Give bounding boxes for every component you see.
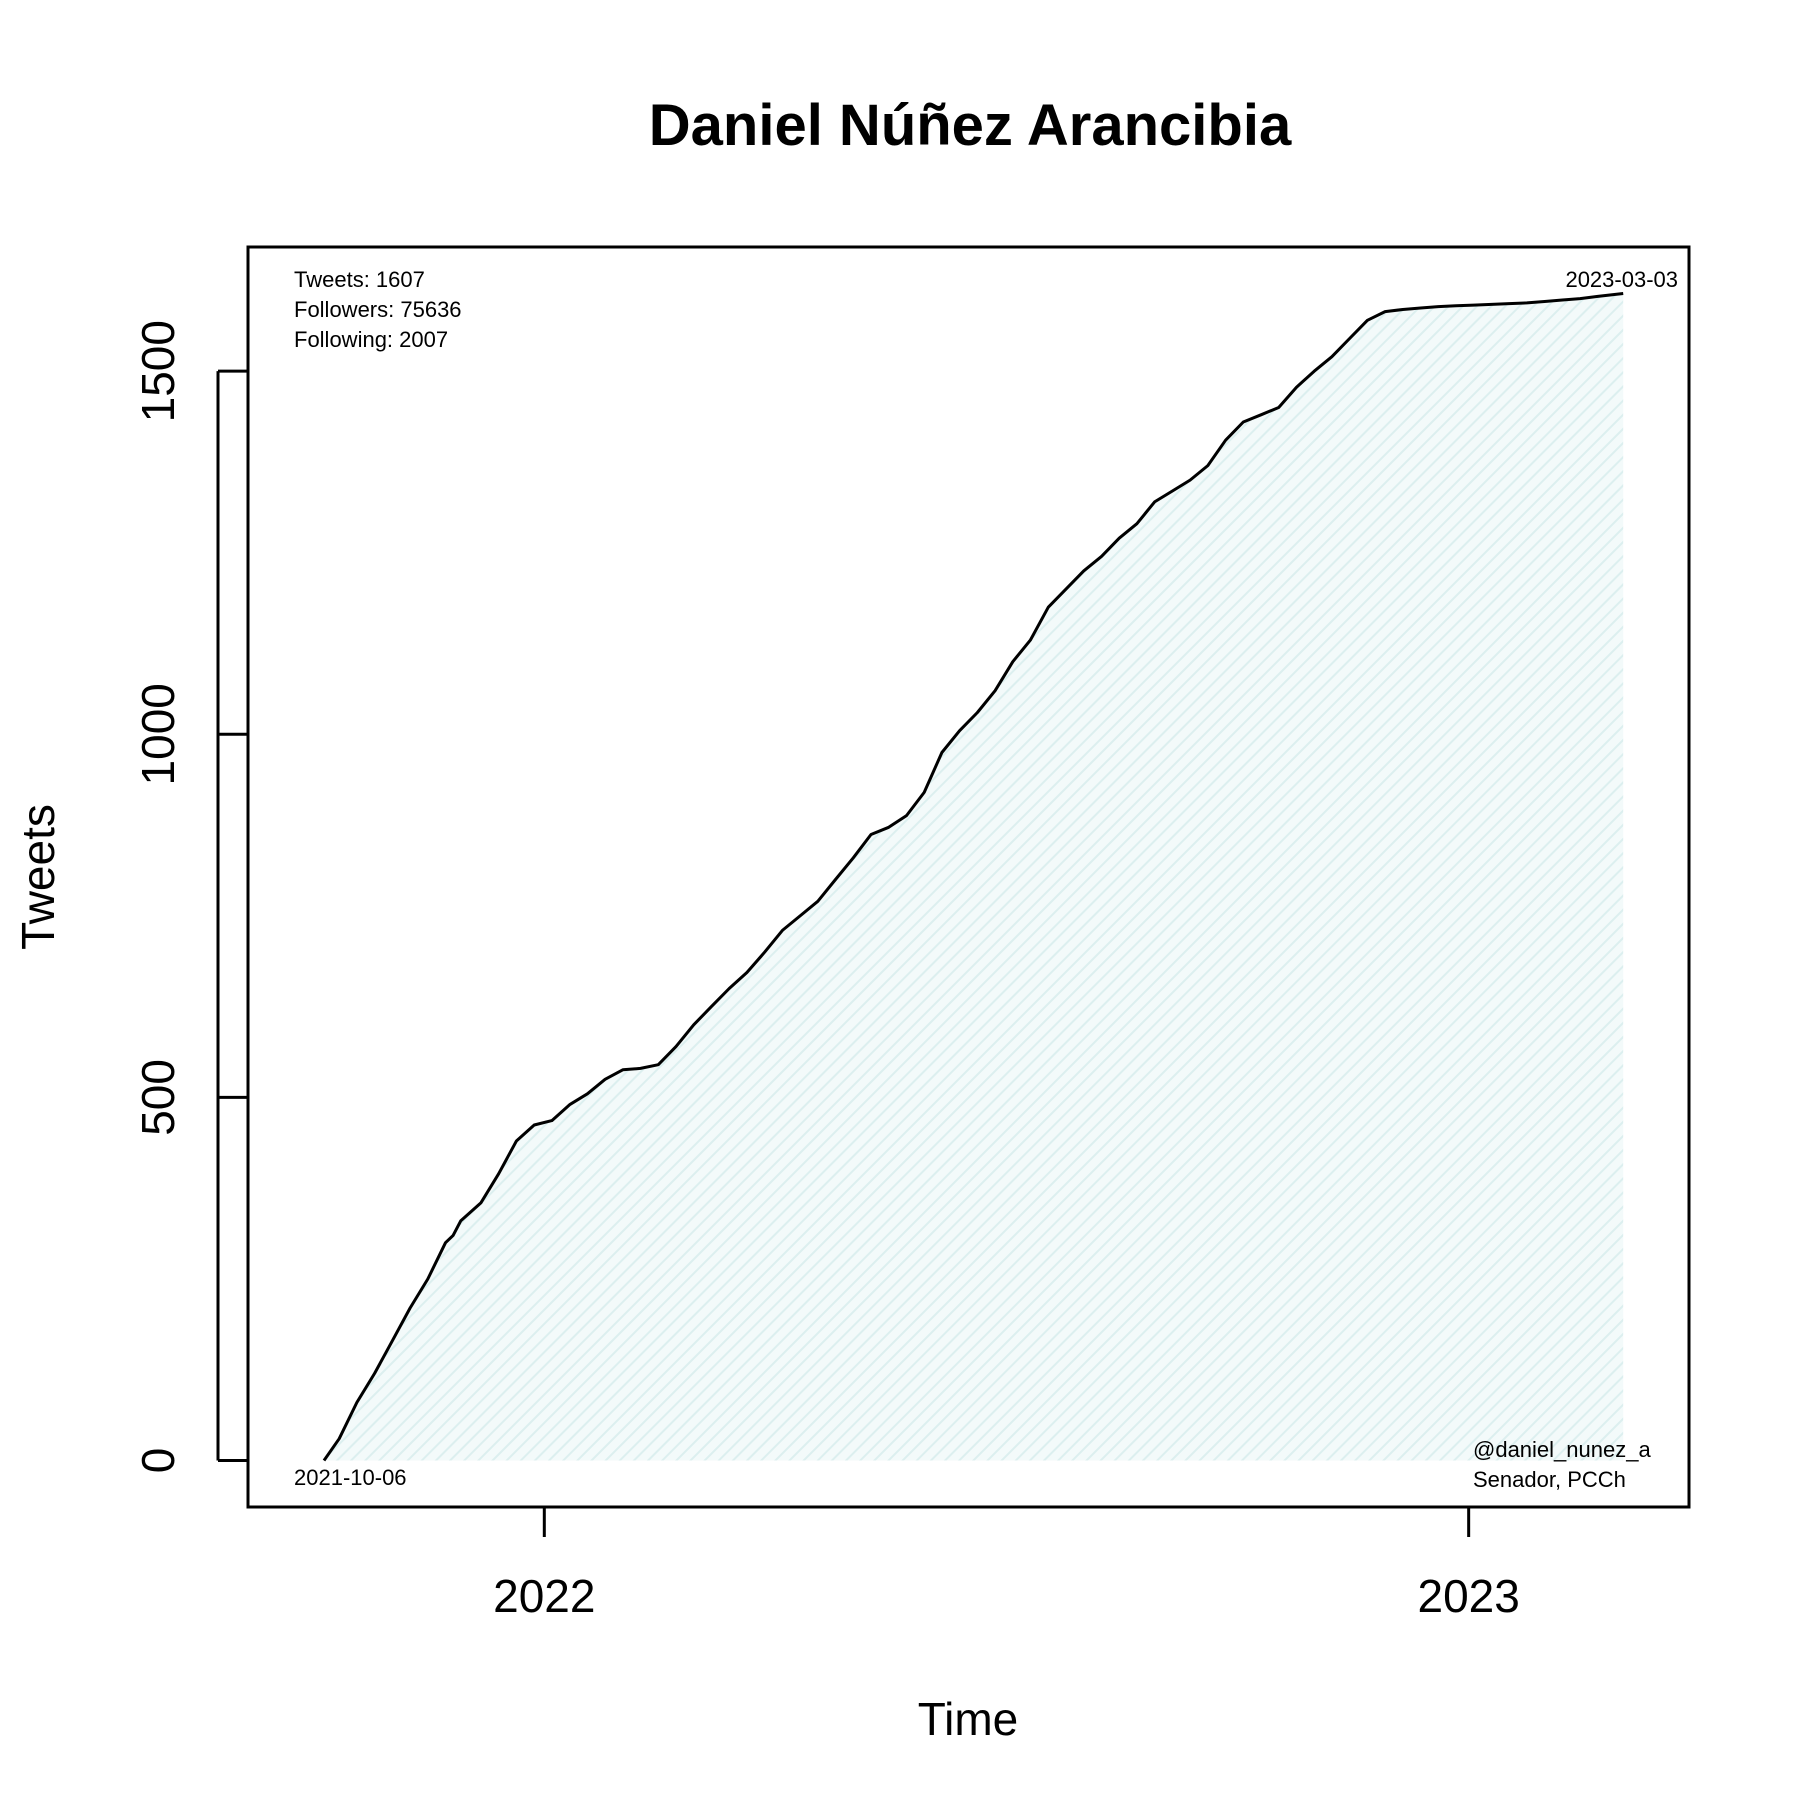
tweet-count-line: [322, 292, 1624, 1462]
stat-followers: Followers: 75636: [294, 297, 462, 322]
y-tick-label-500: 500: [132, 1059, 184, 1136]
role-label: Senador, PCCh: [1473, 1467, 1626, 1492]
x-tick-label-2022: 2022: [493, 1570, 595, 1622]
stat-following: Following: 2007: [294, 327, 448, 352]
stat-tweets: Tweets: 1607: [294, 267, 425, 292]
area-fill: [324, 293, 1624, 1461]
y-tick-label-0: 0: [132, 1448, 184, 1474]
y-tick-label-1000: 1000: [132, 683, 184, 785]
end-date-label: 2023-03-03: [1565, 267, 1678, 292]
x-tick-label-2023: 2023: [1417, 1570, 1519, 1622]
x-axis-title: Time: [918, 1693, 1019, 1745]
plot-frame: [246, 245, 1691, 1509]
plot-area: [322, 292, 1624, 1462]
y-axis: 0 500 1000 1500: [132, 320, 248, 1473]
x-axis: 2022 2023: [493, 1507, 1520, 1622]
start-date-label: 2021-10-06: [294, 1465, 407, 1490]
y-tick-label-1500: 1500: [132, 320, 184, 422]
y-axis-title: Tweets: [12, 804, 64, 950]
handle-label: @daniel_nunez_a: [1473, 1437, 1651, 1462]
chart-title: Daniel Núñez Arancibia: [649, 93, 1292, 158]
